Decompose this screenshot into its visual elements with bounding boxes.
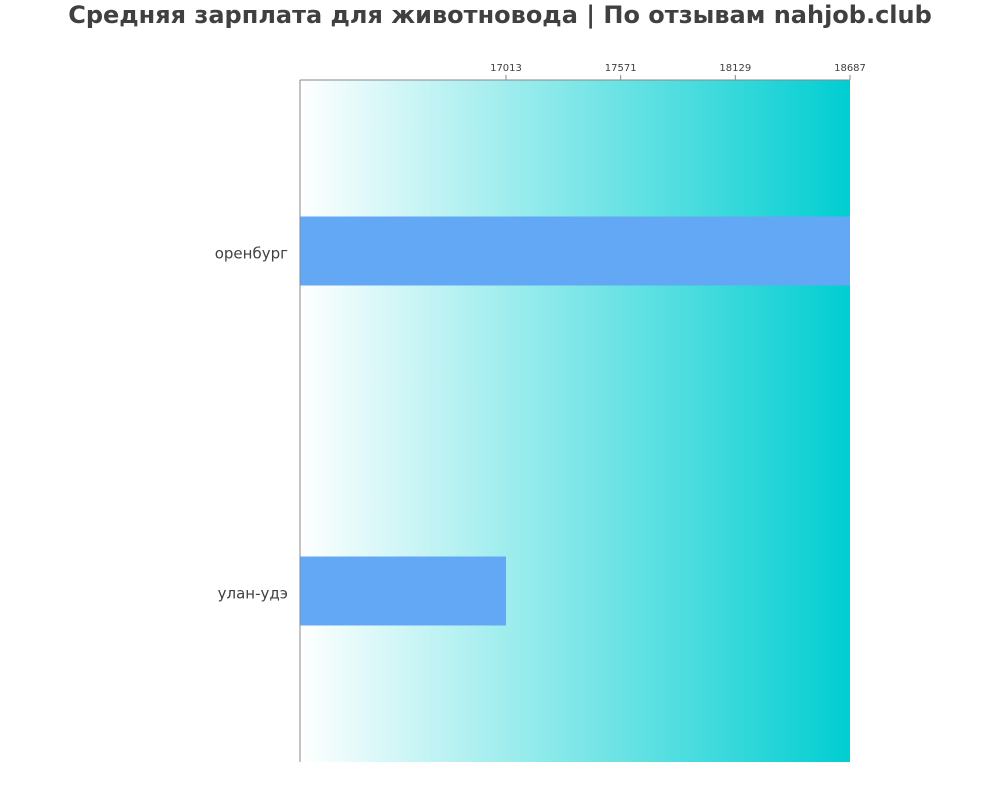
x-tick-label: 17013 [490, 63, 522, 74]
bar-1 [300, 556, 506, 626]
bar-0 [300, 216, 850, 286]
x-tick-label: 18129 [719, 63, 751, 74]
category-label: оренбург [215, 245, 288, 263]
x-tick-label: 18687 [834, 63, 866, 74]
x-tick-label: 17571 [605, 63, 637, 74]
plot-background [300, 80, 850, 762]
category-label: улан-удэ [218, 585, 288, 603]
chart-title: Средняя зарплата для животновода | По от… [68, 1, 932, 29]
